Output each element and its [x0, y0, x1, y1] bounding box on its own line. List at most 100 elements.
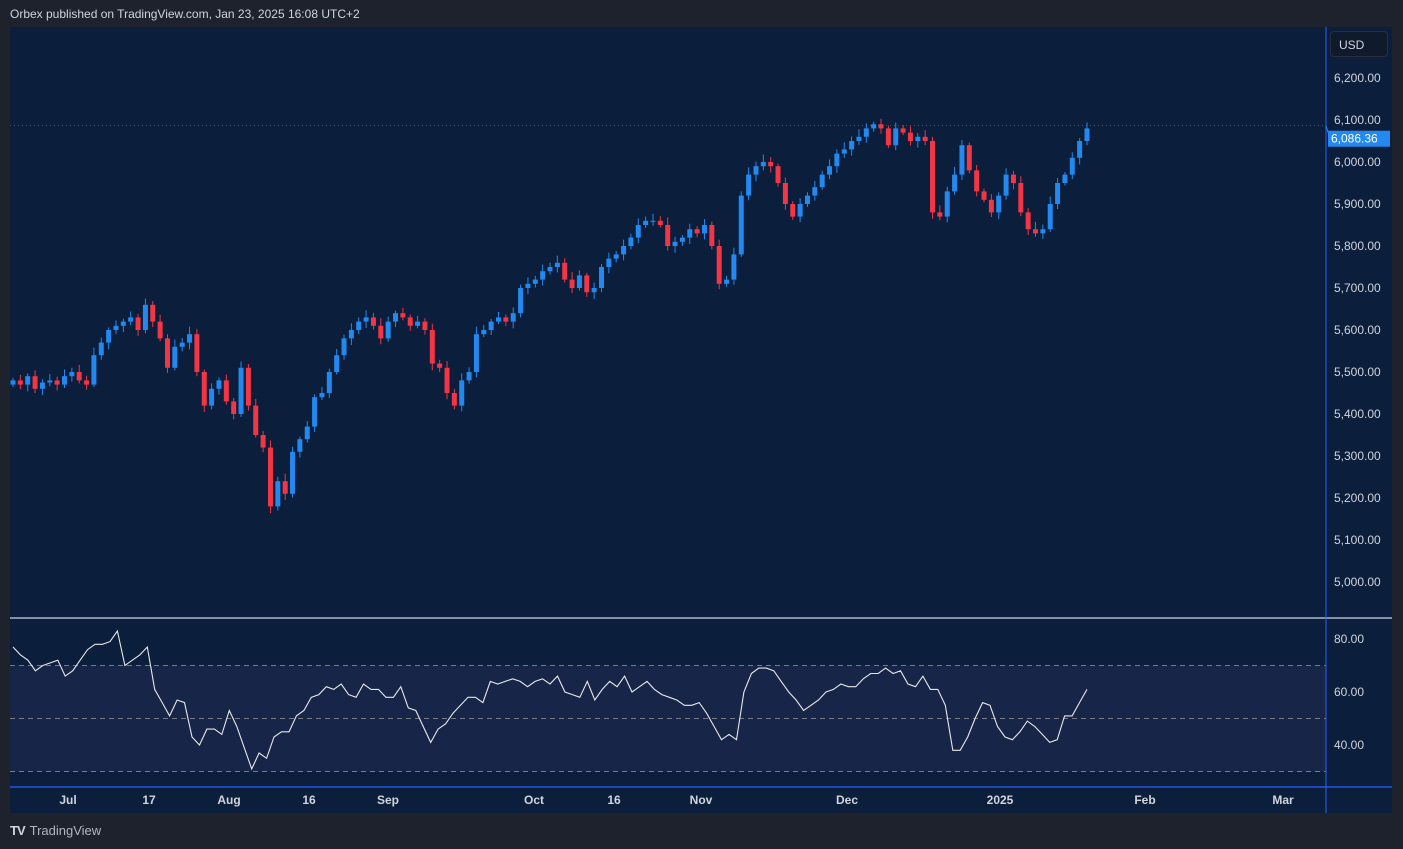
candle-body — [613, 254, 619, 259]
candle-body — [275, 481, 281, 507]
candle-body — [650, 220, 656, 222]
candle-body — [54, 380, 60, 385]
candle-body — [91, 355, 97, 385]
candle-body — [488, 321, 494, 330]
candle-body — [922, 136, 928, 141]
candle-body — [32, 376, 38, 389]
candle-body — [598, 267, 604, 288]
candle-body — [407, 317, 413, 326]
candle-body — [1018, 183, 1024, 213]
candle-body — [113, 325, 119, 330]
candle-body — [459, 380, 465, 406]
candle-body — [282, 481, 288, 494]
candle-body — [540, 271, 546, 280]
candle-body — [746, 174, 752, 196]
candle-body — [562, 262, 568, 280]
candle-body — [326, 372, 332, 393]
candle-body — [135, 317, 141, 330]
candle-body — [187, 334, 193, 343]
candle-body — [930, 141, 936, 213]
candle-body — [290, 451, 296, 494]
candle-body — [525, 283, 531, 288]
candle-body — [768, 162, 774, 167]
candle-body — [106, 330, 112, 343]
time-label: Feb — [1134, 793, 1155, 807]
candle-body — [1040, 229, 1046, 234]
candle-body — [164, 338, 170, 368]
price-tick: 5,800.00 — [1334, 239, 1381, 253]
candle-body — [724, 279, 730, 284]
candle-body — [782, 183, 788, 204]
candle-body — [1084, 128, 1090, 141]
candle-body — [510, 313, 516, 322]
candle-body — [532, 279, 538, 284]
candle-body — [797, 204, 803, 217]
candle-body — [834, 153, 840, 167]
currency-button[interactable]: USD — [1330, 31, 1388, 57]
candle-body — [209, 388, 215, 406]
price-tick: 6,000.00 — [1334, 155, 1381, 169]
price-tick: 5,100.00 — [1334, 533, 1381, 547]
candle-body — [1077, 141, 1083, 158]
candle-body — [481, 330, 487, 335]
candle-body — [716, 246, 722, 284]
candle-body — [885, 128, 891, 146]
candle-body — [871, 124, 877, 129]
candle-body — [1055, 183, 1061, 204]
candle-body — [701, 225, 707, 234]
time-label: Aug — [217, 793, 240, 807]
candle-body — [827, 166, 833, 175]
candle-body — [606, 258, 612, 267]
candle-body — [981, 191, 987, 200]
candle-body — [643, 220, 649, 225]
candle-body — [400, 313, 406, 318]
candle-body — [98, 342, 104, 356]
candle-body — [503, 317, 509, 322]
candle-body — [422, 321, 428, 330]
candle-body — [819, 174, 825, 188]
candle-body — [10, 380, 16, 385]
time-label: Dec — [836, 793, 858, 807]
candle-body — [84, 380, 90, 385]
candle-body — [959, 145, 965, 175]
rsi-line — [12, 629, 1088, 771]
candle-body — [216, 380, 222, 389]
candle-body — [1033, 229, 1039, 234]
candle-body — [150, 304, 156, 322]
chart-panel[interactable]: 6,200.00 6,100.00 6,000.00 5,900.00 5,800.00… — [10, 27, 1392, 813]
candle-body — [635, 225, 641, 238]
brand-label: TradingView — [29, 823, 102, 838]
candle-body — [907, 132, 913, 141]
price-tick: 5,900.00 — [1334, 197, 1381, 211]
candle-body — [694, 229, 700, 234]
candle-body — [253, 405, 259, 435]
candle-body — [966, 145, 972, 171]
candle-body — [547, 267, 553, 272]
candle-body — [1062, 174, 1068, 183]
price-tick: 5,000.00 — [1334, 575, 1381, 589]
candle-body — [304, 426, 310, 440]
chart-svg[interactable]: 6,200.00 6,100.00 6,000.00 5,900.00 5,800.00… — [10, 27, 1392, 813]
candle-body — [363, 317, 369, 322]
candle-body — [194, 334, 200, 372]
price-tick: 6,200.00 — [1334, 71, 1381, 85]
candle-body — [1025, 212, 1031, 230]
candle-body — [944, 191, 950, 217]
last-price-label: 6,086.36 — [1331, 132, 1378, 146]
candle-body — [385, 321, 391, 339]
candle-body — [444, 367, 450, 393]
candle-body — [172, 346, 178, 368]
price-tick: 6,100.00 — [1334, 113, 1381, 127]
candle-body — [900, 128, 906, 133]
rsi-tick: 80.00 — [1334, 632, 1364, 646]
candle-body — [518, 288, 524, 314]
time-label: 2025 — [987, 793, 1014, 807]
tradingview-logo[interactable]: TV TradingView — [10, 823, 101, 838]
rsi-tick: 60.00 — [1334, 685, 1364, 699]
candle-body — [120, 321, 126, 326]
candle-body — [760, 162, 766, 167]
candle-body — [69, 372, 75, 377]
price-tick: 5,500.00 — [1334, 365, 1381, 379]
candle-body — [297, 439, 303, 452]
candle-body — [974, 170, 980, 192]
